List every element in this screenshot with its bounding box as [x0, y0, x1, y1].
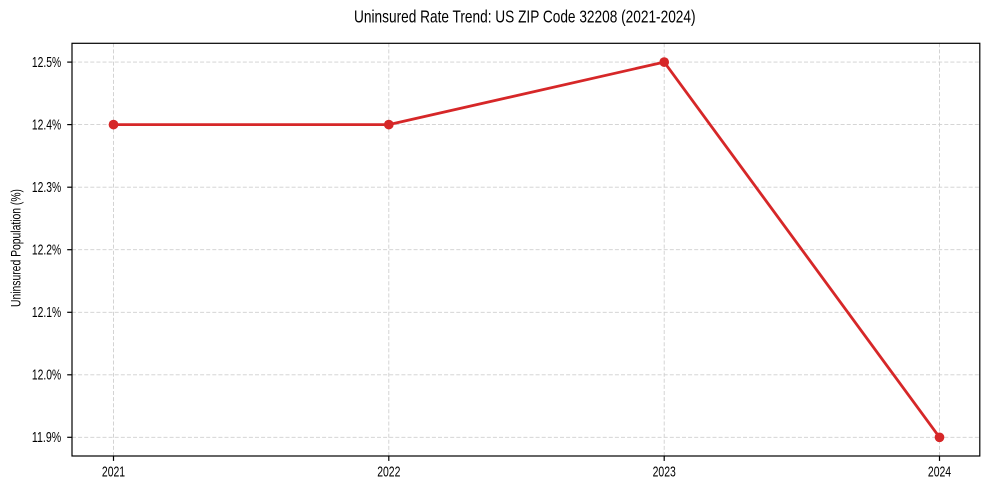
svg-text:2023: 2023 — [653, 464, 676, 481]
svg-text:11.9%: 11.9% — [32, 429, 61, 446]
svg-text:12.5%: 12.5% — [32, 54, 61, 71]
svg-text:12.4%: 12.4% — [32, 117, 61, 134]
svg-text:2024: 2024 — [928, 464, 951, 481]
svg-text:2022: 2022 — [377, 464, 400, 481]
svg-text:12.2%: 12.2% — [32, 242, 61, 259]
svg-text:Uninsured Rate Trend: US ZIP C: Uninsured Rate Trend: US ZIP Code 32208 … — [354, 6, 696, 26]
svg-text:12.1%: 12.1% — [32, 304, 61, 321]
svg-text:12.0%: 12.0% — [32, 367, 61, 384]
svg-text:12.3%: 12.3% — [32, 179, 61, 196]
svg-text:2021: 2021 — [102, 464, 125, 481]
svg-text:Uninsured Population (%): Uninsured Population (%) — [8, 189, 24, 307]
